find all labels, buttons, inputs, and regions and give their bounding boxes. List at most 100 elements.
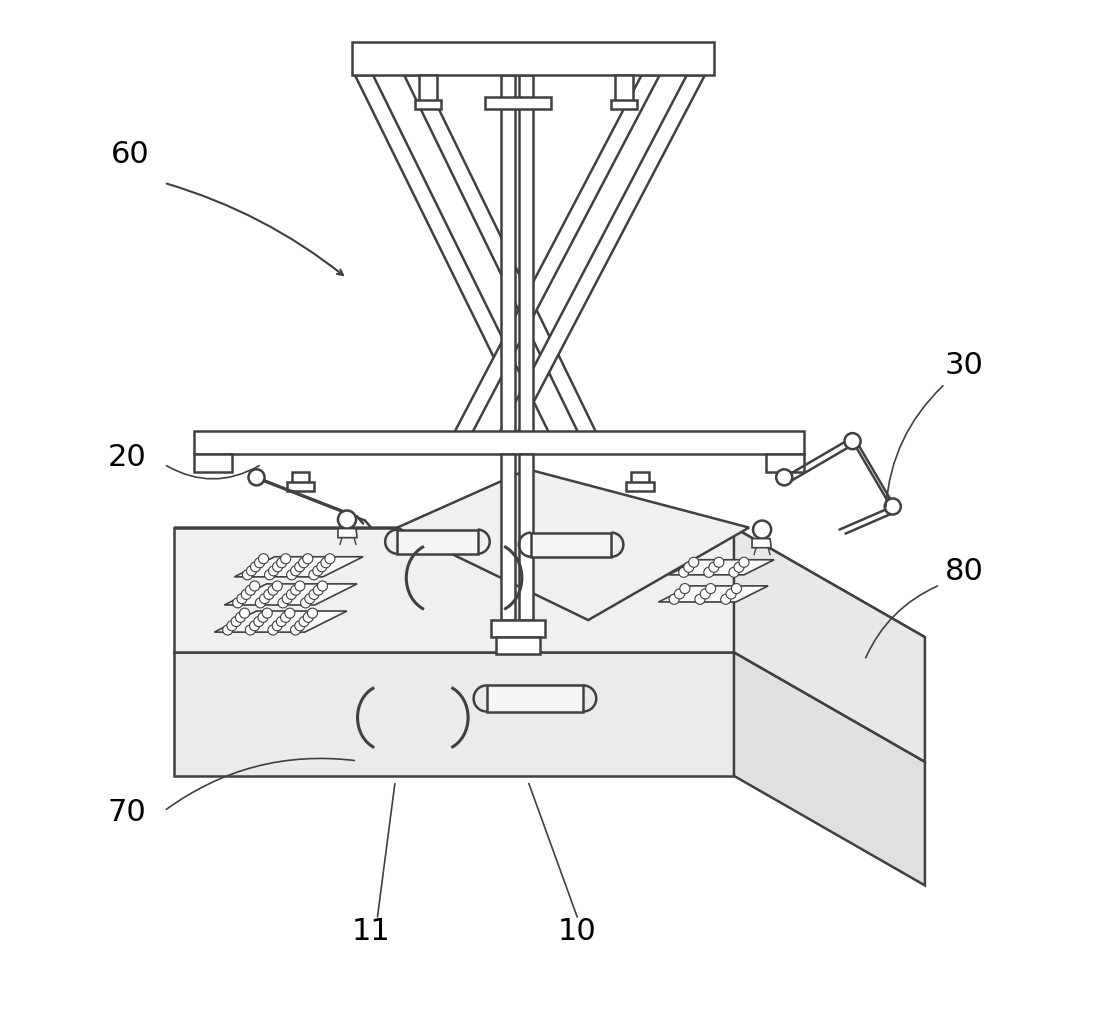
- Circle shape: [678, 568, 688, 578]
- Circle shape: [264, 589, 274, 599]
- Polygon shape: [225, 584, 357, 605]
- Polygon shape: [766, 454, 804, 473]
- Circle shape: [299, 557, 309, 568]
- Circle shape: [250, 581, 260, 591]
- Polygon shape: [355, 75, 558, 451]
- Circle shape: [304, 612, 313, 623]
- Circle shape: [845, 433, 860, 449]
- Circle shape: [276, 557, 287, 568]
- Polygon shape: [338, 529, 357, 538]
- Polygon shape: [397, 530, 478, 553]
- Polygon shape: [752, 539, 772, 547]
- Circle shape: [704, 568, 713, 578]
- Circle shape: [249, 470, 264, 485]
- Circle shape: [726, 589, 737, 599]
- Circle shape: [282, 594, 293, 603]
- Circle shape: [729, 568, 739, 578]
- Polygon shape: [404, 75, 605, 451]
- Circle shape: [276, 616, 286, 627]
- Circle shape: [295, 581, 305, 591]
- Polygon shape: [397, 470, 749, 621]
- Circle shape: [295, 621, 305, 631]
- Circle shape: [286, 589, 297, 599]
- Polygon shape: [501, 454, 515, 621]
- Circle shape: [232, 598, 243, 608]
- Polygon shape: [487, 686, 583, 711]
- Circle shape: [305, 594, 315, 603]
- Circle shape: [246, 625, 255, 635]
- Circle shape: [324, 553, 335, 564]
- Polygon shape: [501, 75, 515, 451]
- Circle shape: [721, 594, 731, 604]
- Circle shape: [269, 566, 278, 576]
- Circle shape: [240, 608, 250, 619]
- Circle shape: [688, 557, 699, 568]
- Circle shape: [281, 612, 290, 623]
- Circle shape: [307, 608, 318, 619]
- Circle shape: [267, 625, 278, 635]
- Circle shape: [290, 585, 300, 595]
- Circle shape: [313, 585, 323, 595]
- Circle shape: [309, 570, 319, 580]
- Polygon shape: [445, 75, 660, 451]
- Polygon shape: [174, 652, 925, 762]
- Circle shape: [309, 589, 319, 599]
- Circle shape: [776, 470, 792, 485]
- Text: 20: 20: [107, 443, 147, 472]
- Polygon shape: [631, 473, 649, 484]
- Circle shape: [285, 608, 295, 619]
- Polygon shape: [491, 621, 545, 637]
- Circle shape: [318, 581, 328, 591]
- Circle shape: [312, 566, 323, 576]
- Circle shape: [246, 585, 255, 595]
- Circle shape: [295, 561, 305, 572]
- Circle shape: [222, 625, 232, 635]
- Text: 80: 80: [945, 556, 984, 586]
- Circle shape: [227, 621, 237, 631]
- Circle shape: [272, 581, 283, 591]
- Circle shape: [290, 625, 300, 635]
- Circle shape: [258, 612, 269, 623]
- Polygon shape: [490, 75, 705, 451]
- Polygon shape: [420, 75, 437, 103]
- Circle shape: [236, 612, 246, 623]
- Text: 30: 30: [945, 351, 984, 380]
- Polygon shape: [518, 454, 533, 621]
- Circle shape: [262, 608, 272, 619]
- Circle shape: [255, 598, 265, 608]
- Text: 70: 70: [107, 798, 147, 827]
- Circle shape: [684, 562, 694, 573]
- Circle shape: [259, 553, 269, 564]
- Polygon shape: [194, 431, 804, 454]
- Circle shape: [260, 594, 270, 603]
- Circle shape: [884, 498, 901, 515]
- Circle shape: [272, 621, 282, 631]
- Circle shape: [674, 589, 685, 599]
- Circle shape: [290, 566, 300, 576]
- Circle shape: [300, 598, 310, 608]
- Circle shape: [302, 553, 312, 564]
- Polygon shape: [612, 101, 638, 109]
- Polygon shape: [292, 473, 309, 484]
- Polygon shape: [669, 559, 774, 575]
- Circle shape: [734, 562, 744, 573]
- Polygon shape: [734, 652, 925, 886]
- Polygon shape: [495, 637, 540, 654]
- Circle shape: [254, 557, 264, 568]
- Circle shape: [317, 561, 327, 572]
- Polygon shape: [194, 454, 232, 473]
- Polygon shape: [352, 42, 713, 75]
- Polygon shape: [734, 528, 925, 762]
- Polygon shape: [174, 528, 734, 652]
- Circle shape: [237, 594, 247, 603]
- Polygon shape: [659, 586, 768, 602]
- Circle shape: [731, 584, 742, 594]
- Circle shape: [269, 585, 278, 595]
- Text: 11: 11: [352, 917, 391, 946]
- Polygon shape: [235, 556, 363, 577]
- Polygon shape: [615, 75, 633, 103]
- Text: 10: 10: [558, 917, 597, 946]
- Circle shape: [695, 594, 705, 604]
- Circle shape: [706, 584, 716, 594]
- Circle shape: [278, 598, 288, 608]
